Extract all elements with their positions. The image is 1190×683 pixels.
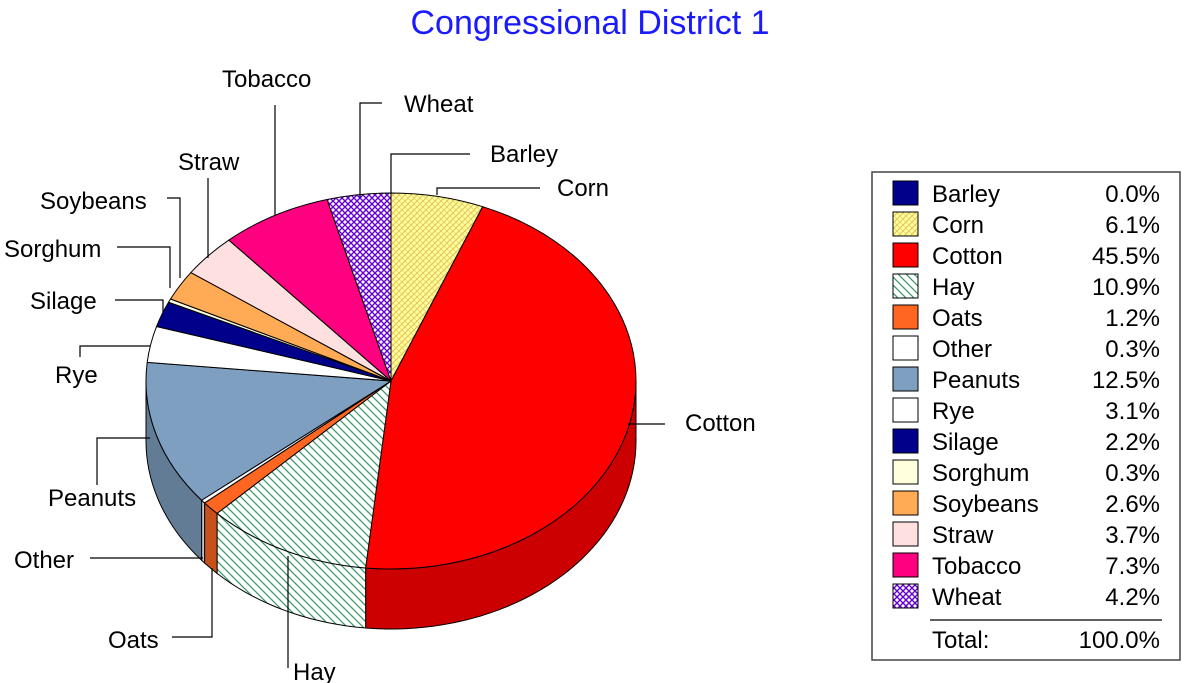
legend-total-label: Total:: [932, 627, 989, 654]
slice-label-tobacco: Tobacco: [222, 66, 311, 93]
legend-swatch-cotton: [892, 242, 919, 268]
slice-peanuts: [145, 361, 392, 501]
slice-label-corn: Corn: [557, 175, 609, 202]
legend-swatch-rye: [892, 397, 919, 423]
legend-value-oats: 1.2%: [1105, 305, 1160, 332]
legend-swatch-hay: [892, 273, 919, 299]
legend-label-other: Other: [932, 336, 992, 363]
slice-label-cotton: Cotton: [685, 410, 756, 437]
slice-label-soybeans: Soybeans: [40, 188, 147, 215]
legend-swatch-sorghum: [892, 459, 919, 485]
legend-swatch-other: [892, 335, 919, 361]
leader-soybeans: [167, 197, 181, 278]
slice-label-other: Other: [14, 547, 74, 574]
slice-label-rye: Rye: [55, 362, 98, 389]
legend-swatch-wheat: [892, 583, 919, 609]
pie-top: [145, 192, 637, 570]
legend-swatch-straw: [892, 521, 919, 547]
legend-label-wheat: Wheat: [932, 584, 1002, 611]
slice-hay: [216, 380, 392, 569]
legend-value-barley: 0.0%: [1105, 181, 1160, 208]
legend-label-peanuts: Peanuts: [932, 367, 1020, 394]
legend-swatch-barley: [892, 180, 919, 206]
legend-label-corn: Corn: [932, 212, 984, 239]
leader-sorghum: [117, 246, 171, 288]
legend-label-cotton: Cotton: [932, 243, 1003, 270]
legend-swatch-corn: [892, 211, 919, 237]
legend: Barley 0.0% Corn 6.1% Cotton 45.5% Hay 10.9% Oat…: [871, 171, 1181, 661]
leader-corn: [436, 187, 540, 195]
slice-label-oats: Oats: [108, 627, 159, 654]
legend-items: Barley 0.0% Corn 6.1% Cotton 45.5% Hay 10.9% Oat…: [892, 180, 1160, 611]
legend-label-oats: Oats: [932, 305, 983, 332]
slice-label-hay: Hay: [293, 659, 336, 683]
leader-wheat: [359, 102, 382, 197]
leader-rye: [79, 345, 150, 357]
legend-value-straw: 3.7%: [1105, 522, 1160, 549]
legend-label-sorghum: Sorghum: [932, 460, 1029, 487]
legend-value-corn: 6.1%: [1105, 212, 1160, 239]
legend-label-hay: Hay: [932, 274, 975, 301]
legend-value-rye: 3.1%: [1105, 398, 1160, 425]
legend-value-peanuts: 12.5%: [1092, 367, 1160, 394]
legend-label-barley: Barley: [932, 181, 1000, 208]
legend-label-silage: Silage: [932, 429, 999, 456]
slice-label-straw: Straw: [178, 149, 240, 176]
legend-total-value: 100.0%: [1079, 627, 1160, 654]
leader-oats: [172, 568, 213, 638]
legend-swatch-silage: [892, 428, 919, 454]
legend-label-soybeans: Soybeans: [932, 491, 1039, 518]
legend-value-tobacco: 7.3%: [1105, 553, 1160, 580]
slice-label-wheat: Wheat: [404, 91, 474, 118]
slice-side-oats: [204, 501, 218, 575]
legend-swatch-soybeans: [892, 490, 919, 516]
legend-value-wheat: 4.2%: [1105, 584, 1160, 611]
legend-value-soybeans: 2.6%: [1105, 491, 1160, 518]
legend-label-rye: Rye: [932, 398, 975, 425]
legend-swatch-oats: [892, 304, 919, 330]
leader-silage: [115, 299, 164, 312]
legend-value-sorghum: 0.3%: [1105, 460, 1160, 487]
legend-label-tobacco: Tobacco: [932, 553, 1021, 580]
legend-value-other: 0.3%: [1105, 336, 1160, 363]
slice-label-peanuts: Peanuts: [48, 485, 136, 512]
legend-swatch-tobacco: [892, 552, 919, 578]
slice-cotton: [365, 206, 637, 570]
slice-label-barley: Barley: [490, 141, 558, 168]
slice-label-silage: Silage: [30, 288, 97, 315]
pie-depth: [145, 380, 637, 630]
pie-labels: Barley Corn Cotton Hay Oats Other Peanuts Rye Si…: [4, 66, 756, 683]
chart-title: Congressional District 1: [410, 4, 769, 42]
slice-label-sorghum: Sorghum: [4, 236, 101, 263]
legend-value-silage: 2.2%: [1105, 429, 1160, 456]
legend-value-cotton: 45.5%: [1092, 243, 1160, 270]
legend-swatch-peanuts: [892, 366, 919, 392]
legend-frame: [871, 171, 1181, 661]
legend-value-hay: 10.9%: [1092, 274, 1160, 301]
slice-tobacco: [228, 199, 392, 382]
leader-barley: [390, 153, 470, 194]
legend-label-straw: Straw: [932, 522, 994, 549]
leader-peanuts: [96, 437, 150, 485]
